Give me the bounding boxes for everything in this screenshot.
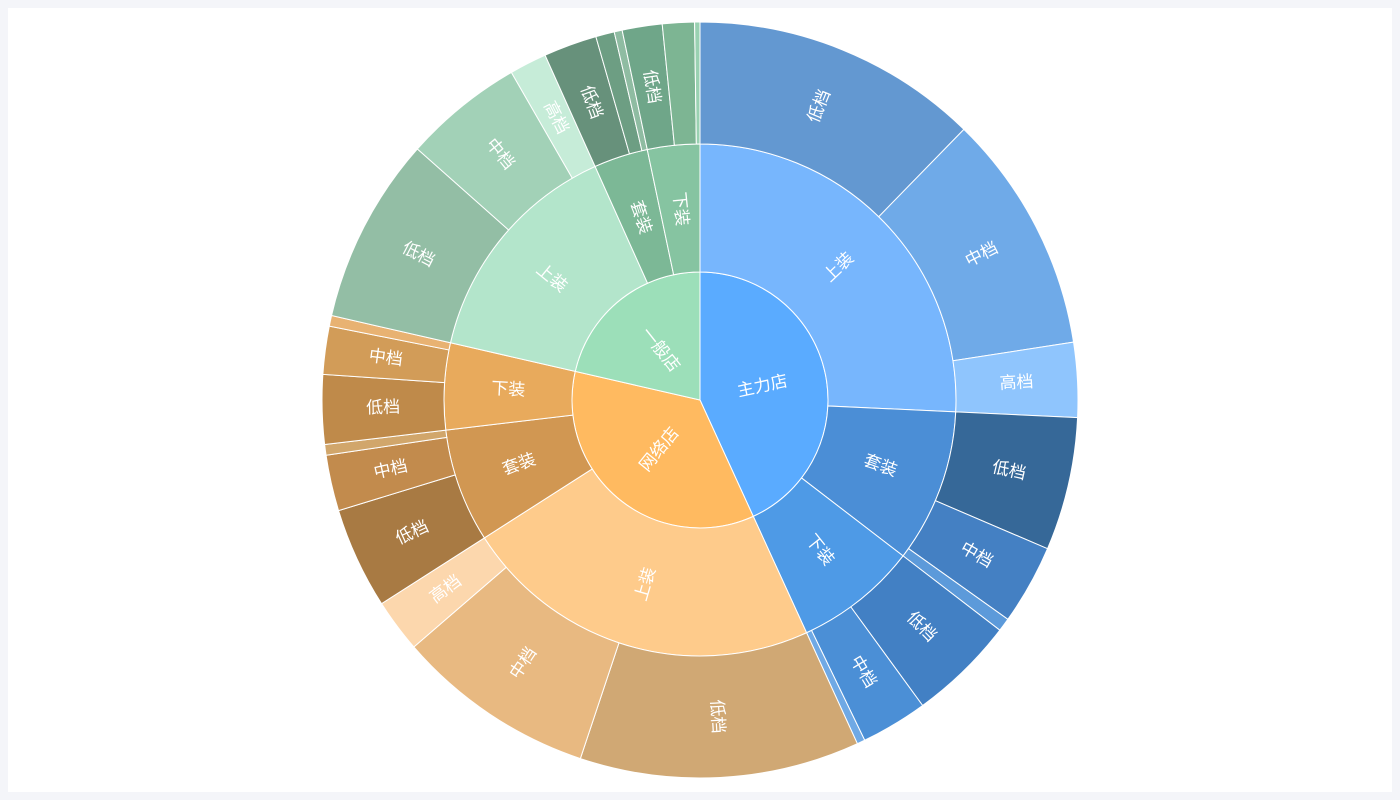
chart-panel: 主力店 上装 低档 中档 高档 套装 低档 中档 下装 低档 中档 网络店 上装 低档 中档 高档 套装 低档 中档… [8,8,1392,792]
sunburst-label-category: 下装 [491,379,526,401]
sunburst-label-grade: 中档 [368,346,404,370]
sunburst-arcs [321,21,1079,779]
sunburst-label-grade: 低档 [706,699,728,734]
sunburst-label-category: 下装 [668,191,691,227]
sunburst-label-grade: 高档 [999,372,1034,394]
sunburst-label-grade: 低档 [366,398,400,419]
sunburst-segment-grade[interactable] [694,21,701,145]
